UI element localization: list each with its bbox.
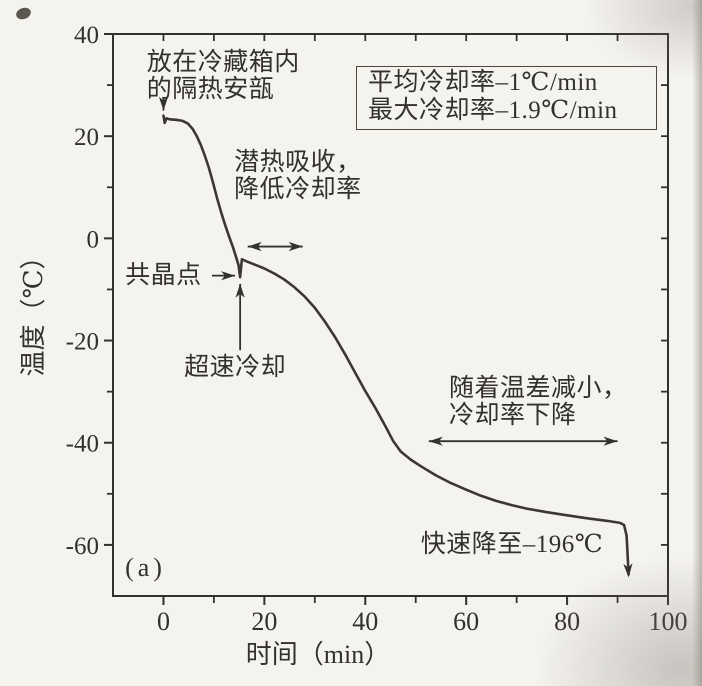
scan-shadow-top-right bbox=[582, 0, 702, 80]
plot-frame bbox=[112, 33, 669, 597]
x-axis-tick-label: 60 bbox=[453, 607, 479, 636]
x-axis-tick-label: 80 bbox=[554, 607, 580, 636]
arrowhead-latent-span bbox=[288, 241, 303, 252]
scan-shadow-right-edge bbox=[692, 0, 702, 686]
annotation-tempdiff: 随着温差减小， 冷却率下降 bbox=[449, 374, 628, 429]
annotation-eutectic: 共晶点 bbox=[125, 261, 202, 289]
y-axis-tick-label: 40 bbox=[74, 22, 99, 49]
x-axis-tick-label: 0 bbox=[157, 607, 170, 636]
y-axis-tick-label: -20 bbox=[66, 329, 99, 356]
x-axis-title: 时间（min） bbox=[246, 640, 390, 669]
annotation-ampoule: 放在冷藏箱内 的隔热安瓿 bbox=[146, 49, 300, 104]
y-axis-title: 温度（℃） bbox=[19, 243, 48, 376]
arrowhead-eutectic-pointer bbox=[221, 271, 236, 281]
cooling-curve-line bbox=[162, 114, 630, 576]
arrowhead-supercool-pointer bbox=[235, 283, 245, 298]
x-axis-tick-label: 40 bbox=[352, 607, 378, 636]
annotation-supercool: 超速冷却 bbox=[184, 353, 287, 381]
x-axis-tick-label: 100 bbox=[649, 607, 688, 636]
curve-end-arrowhead bbox=[623, 563, 633, 578]
y-axis-tick-label: 20 bbox=[74, 124, 99, 151]
annotation-rapid: 快速降至–196℃ bbox=[420, 531, 604, 559]
scan-shadow-bottom-right bbox=[522, 546, 702, 686]
y-axis-tick-label: -60 bbox=[66, 533, 99, 560]
legend-average-cooling-rate: 平均冷却率–1℃/min bbox=[368, 69, 598, 96]
x-axis-tick-label: 20 bbox=[251, 607, 277, 636]
arrowhead-tempdiff-span bbox=[428, 436, 443, 446]
legend-max-cooling-rate: 最大冷却率–1.9℃/min bbox=[368, 97, 618, 124]
arrowhead-latent-span bbox=[247, 241, 262, 252]
annotation-latent: 潜热吸收， 降低冷却率 bbox=[234, 148, 362, 203]
y-axis-tick-label: 0 bbox=[87, 226, 100, 253]
arrowhead-ampoule-pointer bbox=[158, 96, 169, 111]
legend-note-box: 平均冷却率–1℃/min 最大冷却率–1.9℃/min bbox=[356, 66, 657, 130]
arrowhead-tempdiff-span bbox=[603, 436, 618, 446]
y-axis-tick-label: -40 bbox=[66, 431, 99, 458]
annotation-panel: (a) bbox=[125, 553, 166, 583]
